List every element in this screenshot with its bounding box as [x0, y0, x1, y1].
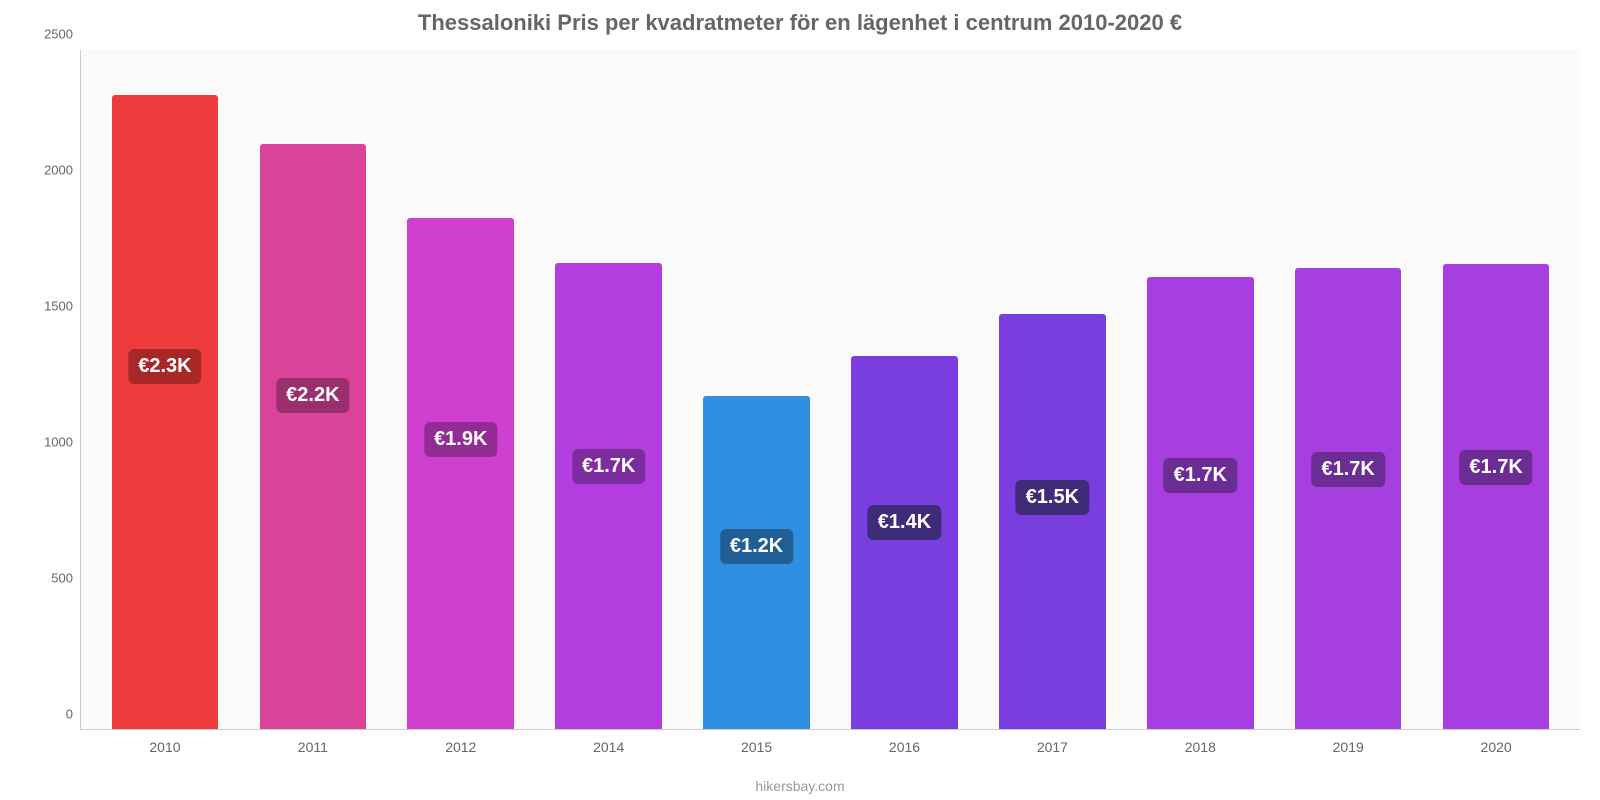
x-tick-label: 2010: [149, 729, 180, 755]
bar-slot: €1.7K2019: [1274, 50, 1422, 729]
y-tick-label: 0: [66, 707, 81, 722]
bar-value-badge: €2.2K: [276, 378, 349, 413]
bar-value-badge: €1.9K: [424, 422, 497, 457]
bar: €1.7K: [555, 263, 662, 729]
x-tick-label: 2014: [593, 729, 624, 755]
bar-slot: €1.7K2020: [1422, 50, 1570, 729]
bar: €1.2K: [703, 396, 810, 729]
x-tick-label: 2015: [741, 729, 772, 755]
bar: €2.2K: [260, 144, 367, 729]
source-label: hikersbay.com: [0, 778, 1600, 794]
bar-slot: €1.7K2014: [535, 50, 683, 729]
bar-slot: €2.2K2011: [239, 50, 387, 729]
x-tick-label: 2019: [1333, 729, 1364, 755]
bar: €1.9K: [407, 218, 514, 729]
x-tick-label: 2020: [1481, 729, 1512, 755]
x-tick-label: 2011: [298, 729, 328, 755]
bar-value-badge: €2.3K: [128, 349, 201, 384]
y-tick-label: 500: [51, 571, 81, 586]
bar-slot: €1.5K2017: [978, 50, 1126, 729]
bar-slot: €1.7K2018: [1126, 50, 1274, 729]
bar-slot: €1.2K2015: [683, 50, 831, 729]
bar: €1.7K: [1295, 268, 1402, 729]
x-tick-label: 2012: [445, 729, 476, 755]
bar: €1.7K: [1147, 277, 1254, 729]
y-tick-label: 2000: [44, 163, 81, 178]
bars-container: €2.3K2010€2.2K2011€1.9K2012€1.7K2014€1.2…: [81, 50, 1580, 729]
bar: €1.7K: [1443, 264, 1550, 729]
plot-area: 05001000150020002500 €2.3K2010€2.2K2011€…: [80, 50, 1580, 730]
bar-value-badge: €1.7K: [572, 449, 645, 484]
y-tick-label: 2500: [44, 27, 81, 42]
bar-slot: €1.9K2012: [387, 50, 535, 729]
bar-slot: €2.3K2010: [91, 50, 239, 729]
bar-slot: €1.4K2016: [831, 50, 979, 729]
y-tick-label: 1500: [44, 299, 81, 314]
bar-value-badge: €1.7K: [1459, 450, 1532, 485]
bar: €1.5K: [999, 314, 1106, 729]
y-tick-label: 1000: [44, 435, 81, 450]
bar-value-badge: €1.7K: [1164, 458, 1237, 493]
bar: €1.4K: [851, 356, 958, 729]
x-tick-label: 2017: [1037, 729, 1068, 755]
x-tick-label: 2016: [889, 729, 920, 755]
bar-value-badge: €1.5K: [1016, 480, 1089, 515]
bar-value-badge: €1.7K: [1312, 452, 1385, 487]
bar-value-badge: €1.2K: [720, 529, 793, 564]
x-tick-label: 2018: [1185, 729, 1216, 755]
bar-value-badge: €1.4K: [868, 505, 941, 540]
chart-title: Thessaloniki Pris per kvadratmeter för e…: [0, 10, 1600, 36]
bar-chart: Thessaloniki Pris per kvadratmeter för e…: [0, 0, 1600, 800]
bar: €2.3K: [112, 95, 219, 729]
